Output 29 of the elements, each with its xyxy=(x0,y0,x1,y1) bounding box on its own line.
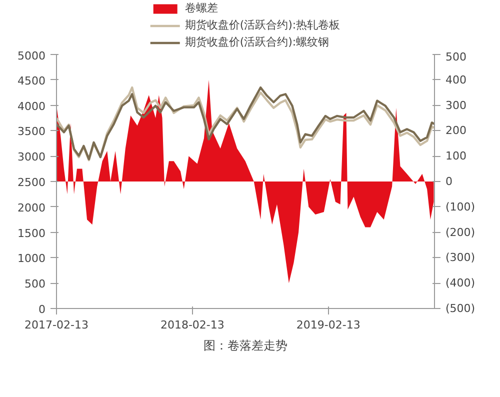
y2-tick-label: 400 xyxy=(446,73,466,86)
y2-tick-label: 500 xyxy=(446,50,466,64)
y2-tick-label: 100 xyxy=(446,150,466,163)
y2-tick-label: (500) xyxy=(446,302,476,315)
text: 图：卷落差走势 xyxy=(204,338,288,352)
y-tick-label: 3000 xyxy=(18,150,46,164)
legend-label: 期货收盘价(活跃合约):热轧卷板 xyxy=(184,18,340,32)
y-tick-label: 4000 xyxy=(18,100,46,113)
y-tick-label: 5000 xyxy=(18,50,46,62)
x-tick-label: 2019-02-13 xyxy=(296,318,360,332)
x-tick-label: 2017-02-13 xyxy=(24,318,88,332)
y-tick-label: 2500 xyxy=(18,176,46,189)
y2-tick-label: 200 xyxy=(446,124,466,138)
y2-tick-label: 0 xyxy=(446,175,452,188)
y-tick-label: 3500 xyxy=(18,125,46,138)
y-tick-label: 0 xyxy=(38,303,46,316)
y2-tick-label: (300) xyxy=(446,251,476,264)
legend-label: 卷螺差 xyxy=(184,0,218,16)
x-tick-label: 2018-02-13 xyxy=(160,318,224,332)
y-tick-label: 2000 xyxy=(18,201,46,214)
y2-tick-label: (400) xyxy=(446,276,476,290)
y-tick-label: 500 xyxy=(24,278,46,291)
y-tick-label: 1500 xyxy=(18,226,46,240)
y2-tick-label: 300 xyxy=(446,98,466,112)
legend-label: 期货收盘价(活跃合约):螺纹钢 xyxy=(184,34,330,50)
y2-tick-label: (100) xyxy=(446,200,476,214)
y2-tick-label: (200) xyxy=(446,226,476,239)
y-tick-label: 4500 xyxy=(18,74,46,88)
y-tick-label: 1000 xyxy=(18,252,46,266)
